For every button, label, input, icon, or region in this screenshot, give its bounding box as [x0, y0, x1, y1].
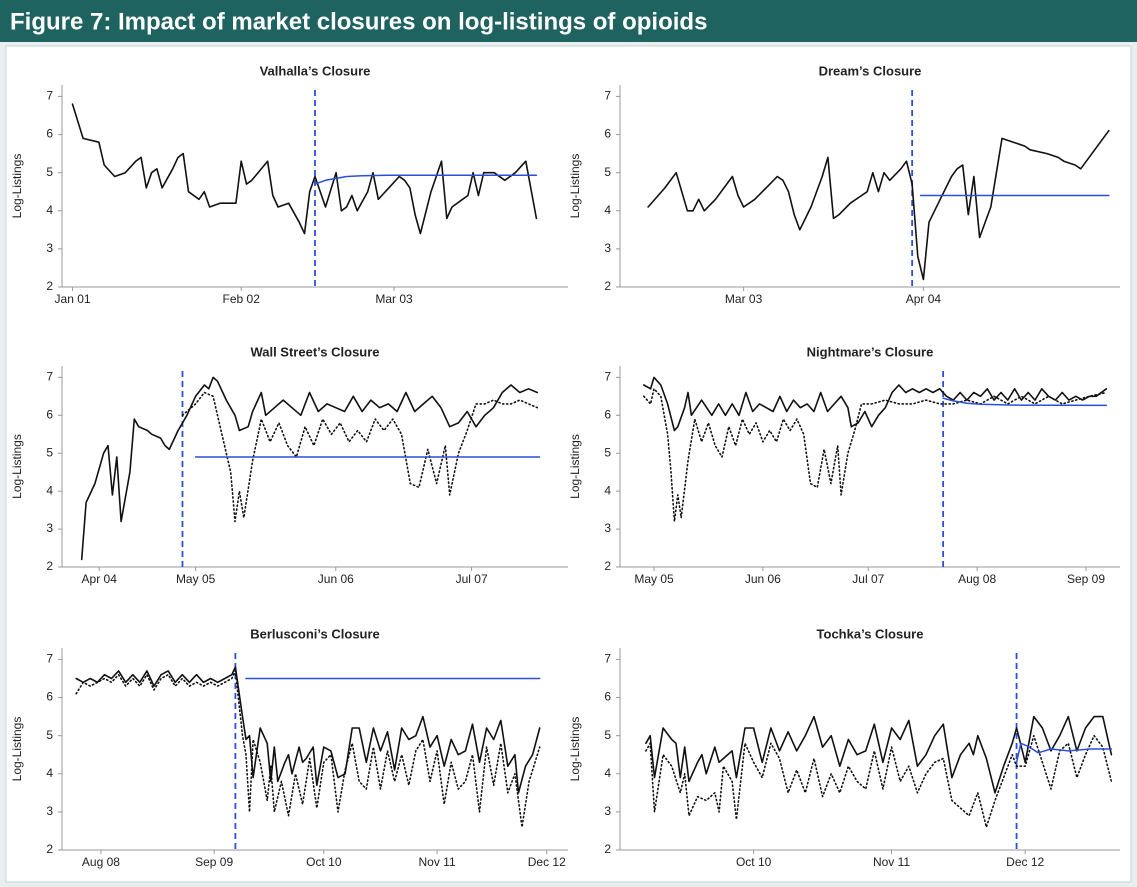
y-axis-label: Log-Listings: [568, 154, 582, 219]
data-line: [75, 666, 541, 794]
x-tick-label: Jun 06: [318, 572, 354, 586]
chart-title: Dream’s Closure: [819, 63, 922, 78]
y-tick-label: 4: [604, 766, 611, 780]
y-tick-label: 2: [46, 279, 53, 293]
y-axis-label: Log-Listings: [10, 717, 24, 782]
header-bar: [0, 0, 1137, 42]
y-tick-label: 4: [604, 483, 611, 497]
data-line: [645, 715, 1113, 794]
y-tick-label: 4: [46, 483, 53, 497]
figure-title: Figure 7: Impact of market closures on l…: [10, 8, 707, 35]
data-line: [643, 376, 1108, 432]
x-tick-label: Sep 09: [195, 855, 233, 869]
y-tick-label: 2: [604, 279, 611, 293]
y-tick-label: 6: [604, 127, 611, 141]
x-tick-label: Dec 12: [528, 855, 566, 869]
data-line: [643, 388, 1108, 523]
x-tick-label: Jan 01: [55, 292, 91, 306]
x-tick-label: Oct 10: [736, 855, 772, 869]
data-line: [75, 670, 541, 828]
y-tick-label: 5: [46, 165, 53, 179]
x-tick-label: Apr 04: [82, 572, 118, 586]
y-tick-label: 3: [604, 241, 611, 255]
x-tick-label: Apr 04: [906, 292, 942, 306]
chart-title: Wall Street’s Closure: [250, 344, 379, 359]
x-tick-label: Mar 03: [375, 292, 413, 306]
x-tick-label: Jun 06: [745, 572, 781, 586]
y-tick-label: 6: [46, 407, 53, 421]
x-tick-label: Aug 08: [958, 572, 996, 586]
y-tick-label: 7: [604, 652, 611, 666]
y-axis-label: Log-Listings: [10, 434, 24, 499]
y-tick-label: 5: [604, 165, 611, 179]
x-tick-label: Aug 08: [82, 855, 120, 869]
y-tick-label: 5: [46, 728, 53, 742]
chart-title: Nightmare’s Closure: [807, 344, 934, 359]
y-tick-label: 7: [604, 89, 611, 103]
x-tick-label: Jul 07: [852, 572, 884, 586]
x-tick-label: May 05: [176, 572, 216, 586]
y-tick-label: 3: [46, 241, 53, 255]
data-line: [647, 129, 1110, 281]
y-tick-label: 4: [46, 766, 53, 780]
y-tick-label: 4: [604, 203, 611, 217]
y-tick-label: 6: [604, 407, 611, 421]
data-line: [71, 103, 538, 235]
y-tick-label: 5: [604, 445, 611, 459]
y-tick-label: 6: [46, 690, 53, 704]
y-tick-label: 2: [46, 559, 53, 573]
x-tick-label: Feb 02: [223, 292, 261, 306]
chart-title: Berlusconi’s Closure: [250, 626, 380, 641]
y-tick-label: 7: [46, 370, 53, 384]
y-tick-label: 7: [46, 652, 53, 666]
y-tick-label: 7: [604, 370, 611, 384]
y-tick-label: 4: [46, 203, 53, 217]
x-tick-label: Nov 11: [873, 855, 910, 869]
x-tick-label: Sep 09: [1067, 572, 1105, 586]
y-tick-label: 6: [46, 127, 53, 141]
y-axis-label: Log-Listings: [10, 154, 24, 219]
y-tick-label: 6: [604, 690, 611, 704]
y-tick-label: 2: [604, 842, 611, 856]
y-tick-label: 7: [46, 89, 53, 103]
y-tick-label: 3: [46, 521, 53, 535]
x-tick-label: Oct 10: [306, 855, 342, 869]
x-tick-label: Jul 07: [456, 572, 488, 586]
y-axis-label: Log-Listings: [568, 434, 582, 499]
data-line: [942, 397, 1108, 407]
x-tick-label: Nov 11: [419, 855, 456, 869]
y-tick-label: 2: [46, 842, 53, 856]
x-tick-label: Dec 12: [1006, 855, 1044, 869]
x-tick-label: Mar 03: [725, 292, 763, 306]
data-line: [314, 174, 538, 185]
y-axis-label: Log-Listings: [568, 717, 582, 782]
y-tick-label: 3: [46, 804, 53, 818]
data-line: [80, 376, 539, 561]
y-tick-label: 5: [46, 445, 53, 459]
data-line: [1015, 742, 1113, 764]
data-line: [645, 734, 1113, 828]
y-tick-label: 3: [604, 521, 611, 535]
y-tick-label: 3: [604, 804, 611, 818]
y-tick-label: 5: [604, 728, 611, 742]
x-tick-label: May 05: [634, 572, 674, 586]
data-line: [181, 391, 539, 523]
y-tick-label: 2: [604, 559, 611, 573]
chart-title: Valhalla’s Closure: [260, 63, 371, 78]
chart-title: Tochka’s Closure: [817, 626, 924, 641]
